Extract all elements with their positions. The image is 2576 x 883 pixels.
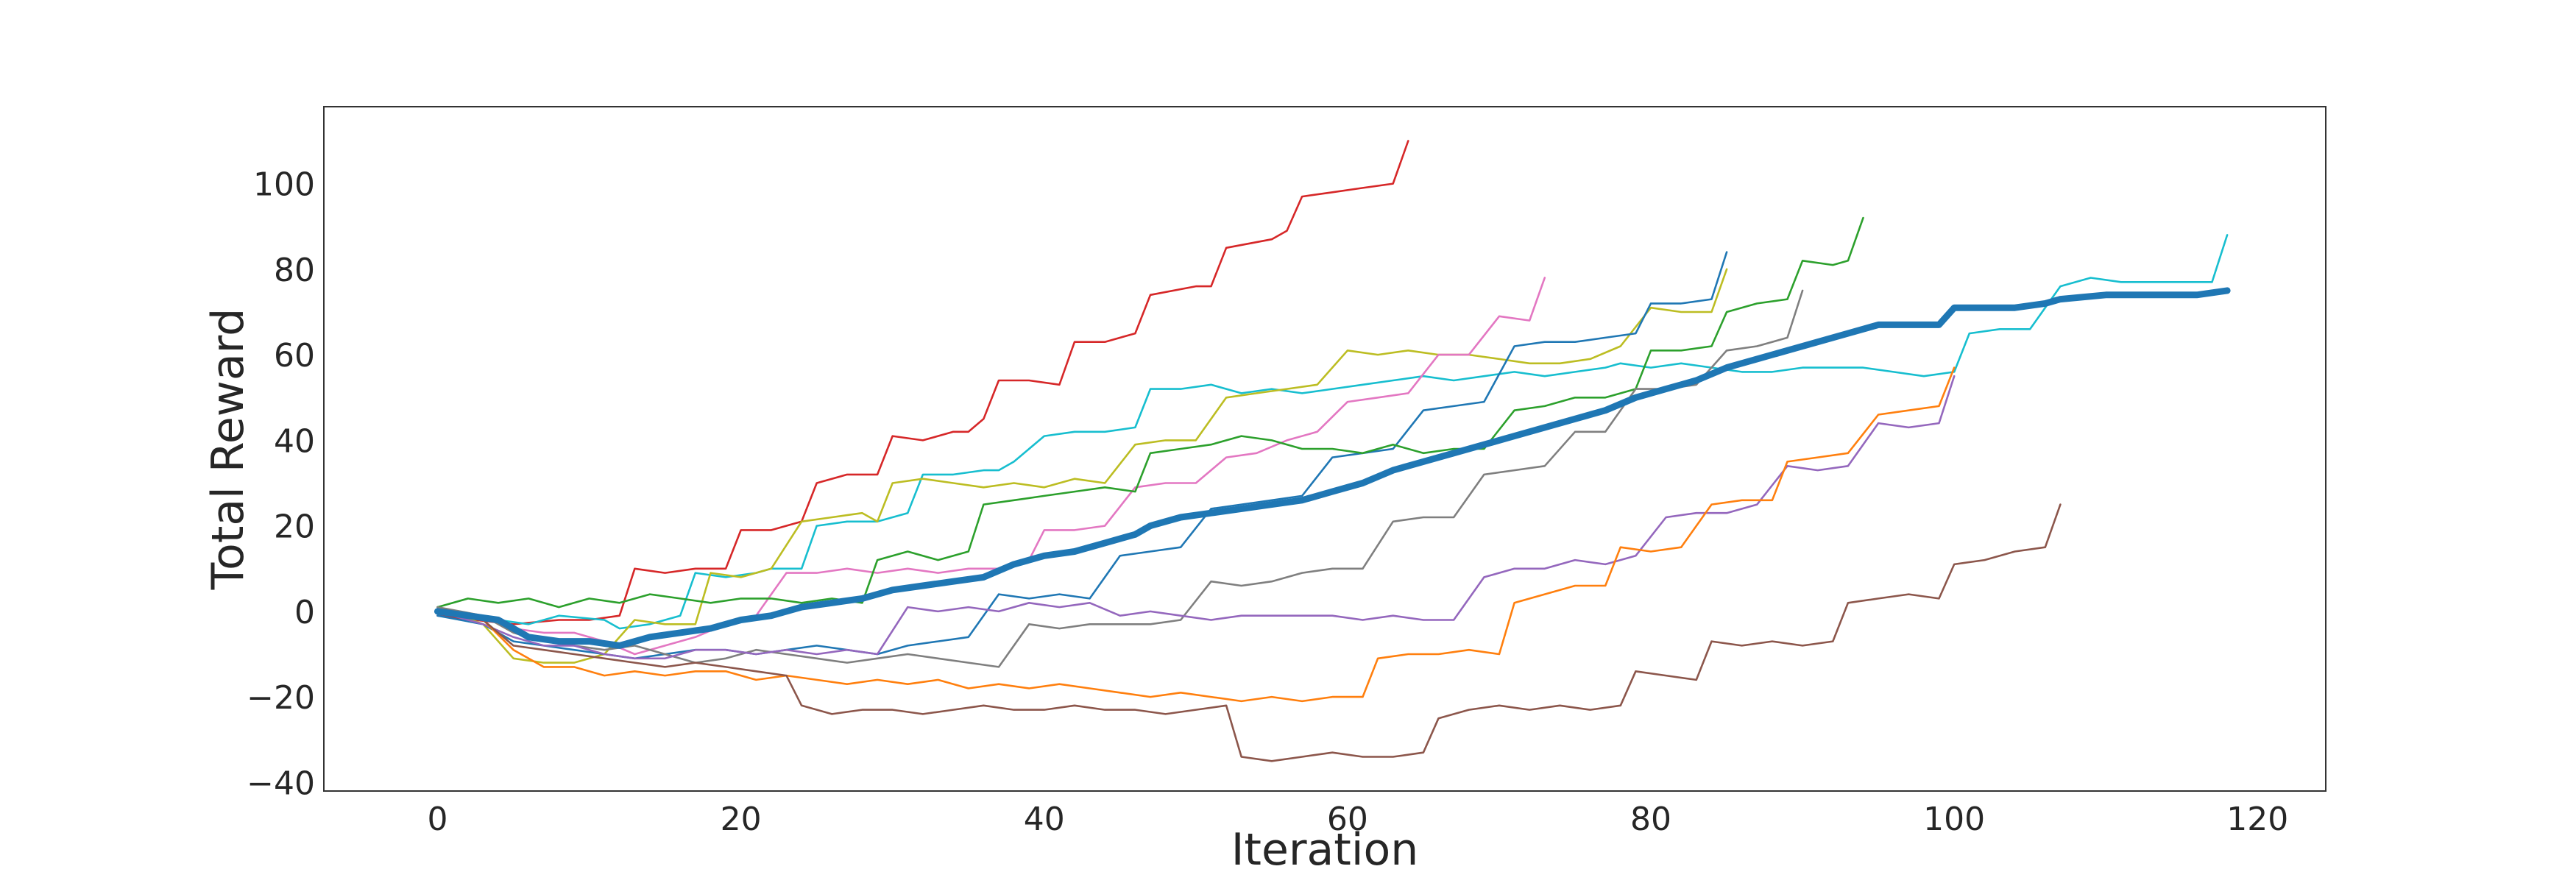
x-tick-label: 20 xyxy=(721,801,762,838)
series-line-2 xyxy=(436,268,1728,664)
y-tick-labels: −40 −20 0 20 40 60 80 100 xyxy=(247,166,315,803)
series-line-9 xyxy=(436,503,2062,762)
plot-frame xyxy=(323,106,2326,792)
x-tick-labels: 0 20 40 60 80 100 120 xyxy=(428,801,2289,838)
y-tick-label: 0 xyxy=(294,594,315,631)
x-tick-label: 0 xyxy=(428,801,448,838)
x-tick-label: 40 xyxy=(1024,801,1065,838)
y-tick-label: 20 xyxy=(274,508,315,546)
x-tick-label: 80 xyxy=(1630,801,1671,838)
x-tick-label: 60 xyxy=(1327,801,1368,838)
series-line-6 xyxy=(436,289,1804,668)
series-line-7 xyxy=(436,375,1956,660)
series-line-5 xyxy=(436,216,1864,609)
y-tick-label: −20 xyxy=(247,679,315,717)
y-axis-label: Total Reward xyxy=(202,308,254,591)
x-tick-label: 100 xyxy=(1923,801,1985,838)
y-tick-label: 80 xyxy=(274,252,315,289)
series-line-3 xyxy=(436,277,1546,656)
series-line-8 xyxy=(436,366,1956,703)
series-line-0 xyxy=(436,140,1409,625)
y-tick-label: −40 xyxy=(247,765,315,802)
y-tick-label: 60 xyxy=(274,337,315,375)
y-tick-label: 40 xyxy=(274,422,315,460)
series-layer xyxy=(434,140,2231,762)
x-tick-label: 120 xyxy=(2226,801,2288,838)
series-line-4 xyxy=(436,251,1728,660)
y-tick-label: 100 xyxy=(253,166,315,204)
series-line-mean xyxy=(434,287,2231,649)
x-axis-label: Iteration xyxy=(1231,824,1419,876)
